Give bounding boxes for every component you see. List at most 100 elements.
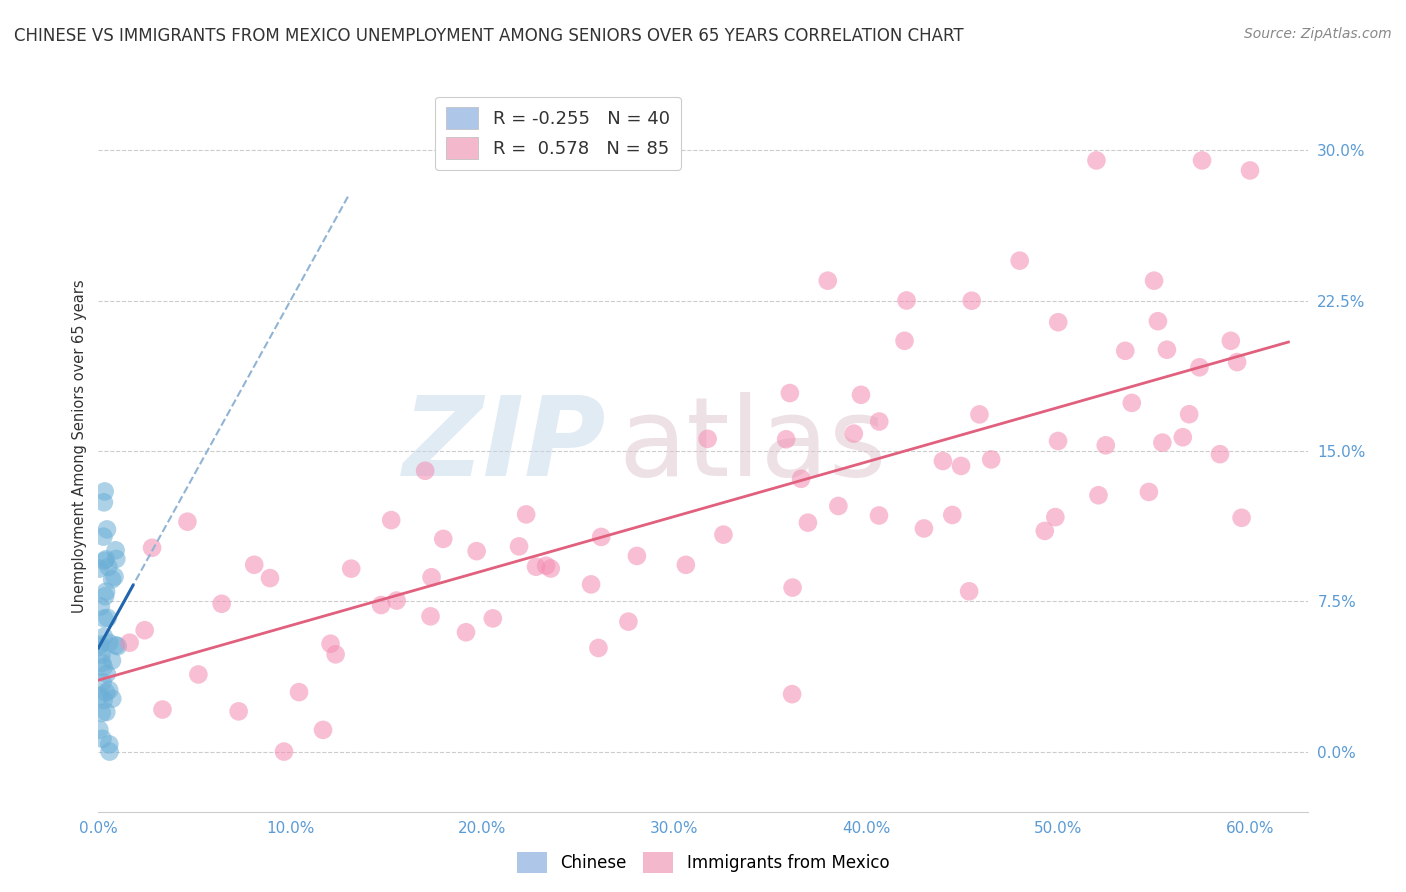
Point (1156, 343, 1178, 357)
Point (89, 640, 111, 654)
Point (515, 508, 537, 522)
Y-axis label: Unemployment Among Seniors over 65 years: Unemployment Among Seniors over 65 years (72, 279, 87, 613)
Point (868, 415, 890, 429)
Point (243, 558, 266, 572)
Point (1226, 355, 1249, 369)
Point (1230, 510, 1253, 524)
Point (91, 731, 114, 746)
Point (419, 609, 441, 624)
Point (696, 432, 718, 446)
Point (1191, 153, 1213, 168)
Point (482, 611, 505, 625)
Point (941, 508, 963, 522)
Point (780, 687, 803, 701)
Point (98, 737, 121, 751)
Point (1094, 438, 1116, 452)
Text: atlas: atlas (619, 392, 887, 500)
Point (540, 561, 562, 575)
Point (626, 549, 648, 563)
Point (1114, 343, 1136, 358)
Point (103, 570, 125, 584)
Point (89, 723, 111, 737)
Point (90, 599, 112, 614)
Point (340, 561, 363, 575)
Point (817, 274, 839, 288)
Point (797, 516, 820, 530)
Point (1171, 430, 1194, 444)
Point (97, 560, 120, 574)
Point (465, 544, 488, 558)
Point (94, 552, 117, 566)
Point (675, 558, 697, 572)
Point (912, 521, 935, 535)
Point (325, 648, 347, 662)
Point (1219, 334, 1241, 348)
Point (96, 523, 118, 537)
Point (370, 598, 392, 612)
Point (1008, 253, 1031, 268)
Point (97, 611, 120, 625)
Point (259, 571, 281, 585)
Point (141, 541, 163, 555)
Point (90, 706, 112, 720)
Point (96, 666, 118, 681)
Point (790, 472, 813, 486)
Point (782, 581, 804, 595)
Point (579, 577, 602, 591)
Point (89, 561, 111, 575)
Point (93, 693, 115, 707)
Point (1147, 314, 1170, 328)
Point (617, 615, 640, 629)
Point (524, 559, 547, 574)
Point (104, 543, 127, 558)
Point (1085, 153, 1108, 168)
Point (98, 636, 121, 650)
Point (534, 558, 557, 573)
Point (89, 689, 111, 703)
Point (1121, 396, 1143, 410)
Point (1152, 435, 1174, 450)
Point (101, 654, 124, 668)
Point (893, 334, 915, 348)
Point (432, 532, 454, 546)
Text: ZIP: ZIP (402, 392, 606, 500)
Point (211, 597, 233, 611)
Point (118, 635, 141, 649)
Point (107, 639, 129, 653)
Point (187, 667, 209, 681)
Point (713, 527, 735, 541)
Point (101, 691, 124, 706)
Point (228, 704, 250, 718)
Point (380, 513, 402, 527)
Point (94, 584, 117, 599)
Point (591, 530, 613, 544)
Point (1178, 407, 1201, 421)
Point (152, 702, 174, 716)
Point (93, 630, 115, 644)
Point (93, 660, 115, 674)
Point (588, 640, 610, 655)
Point (385, 593, 408, 607)
Point (1033, 524, 1056, 538)
Point (1047, 315, 1070, 329)
Point (508, 540, 530, 554)
Point (91, 656, 114, 670)
Point (1137, 485, 1160, 500)
Point (779, 386, 801, 401)
Point (1047, 434, 1070, 448)
Point (960, 293, 983, 308)
Point (454, 625, 477, 640)
Point (980, 452, 1002, 467)
Point (90, 648, 112, 662)
Point (94, 685, 117, 699)
Point (842, 426, 865, 441)
Point (104, 638, 127, 652)
Point (1087, 488, 1109, 502)
Point (932, 454, 955, 468)
Point (98, 745, 121, 759)
Point (1209, 447, 1232, 461)
Text: Source: ZipAtlas.com: Source: ZipAtlas.com (1244, 27, 1392, 41)
Point (896, 293, 918, 308)
Point (94, 589, 117, 603)
Point (1239, 163, 1261, 178)
